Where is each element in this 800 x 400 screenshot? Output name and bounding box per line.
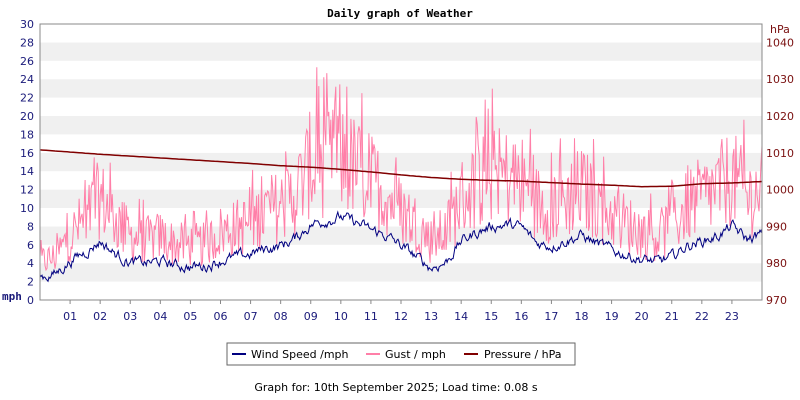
left-tick-label: 10 bbox=[20, 202, 34, 215]
x-tick-label: 20 bbox=[635, 310, 649, 323]
right-tick-label: 990 bbox=[766, 220, 787, 233]
grid-band bbox=[40, 42, 762, 61]
legend-box bbox=[226, 342, 576, 366]
grid-band bbox=[40, 134, 762, 153]
left-tick-label: 24 bbox=[20, 73, 34, 86]
left-tick-label: 16 bbox=[20, 147, 34, 160]
legend-label-pressure: Pressure / hPa bbox=[484, 348, 562, 361]
gust-line bbox=[39, 67, 763, 272]
grid-band bbox=[40, 281, 762, 300]
left-tick-label: 28 bbox=[20, 36, 34, 49]
x-tick-label: 12 bbox=[394, 310, 408, 323]
x-tick-label: 15 bbox=[484, 310, 498, 323]
x-tick-label: 04 bbox=[153, 310, 167, 323]
right-tick-label: 980 bbox=[766, 257, 787, 270]
x-tick-label: 22 bbox=[695, 310, 709, 323]
grid-band bbox=[40, 60, 762, 80]
left-tick-label: 2 bbox=[27, 276, 34, 289]
x-tick-label: 11 bbox=[364, 310, 378, 323]
x-tick-label: 02 bbox=[93, 310, 107, 323]
grid-band bbox=[40, 244, 762, 264]
right-axis-ticks: 970 980 990 1000 1010 1020 1030 1040 bbox=[766, 36, 794, 307]
x-tick-label: 10 bbox=[334, 310, 348, 323]
left-tick-label: 4 bbox=[27, 257, 34, 270]
grid-band bbox=[40, 152, 762, 172]
x-tick-label: 08 bbox=[274, 310, 288, 323]
x-tick-label: 03 bbox=[123, 310, 137, 323]
x-tick-label: 16 bbox=[514, 310, 528, 323]
left-tick-label: 22 bbox=[20, 92, 34, 105]
grid-band bbox=[40, 263, 762, 282]
wind-speed-series bbox=[39, 210, 763, 283]
x-tick-label: 23 bbox=[725, 310, 739, 323]
right-tick-label: 1000 bbox=[766, 184, 794, 197]
grid-band bbox=[40, 116, 762, 135]
right-axis-unit: hPa bbox=[770, 23, 790, 36]
right-tick-label: 1010 bbox=[766, 147, 794, 160]
left-axis-unit: mph bbox=[2, 290, 22, 303]
x-axis-ticks: 01 02 03 04 05 06 07 08 09 10 11 12 13 14 15 16 17 18 19 20… bbox=[63, 300, 739, 323]
wind-speed-line bbox=[39, 210, 763, 283]
x-tick-label: 09 bbox=[304, 310, 318, 323]
gust-series bbox=[39, 67, 763, 272]
left-tick-label: 26 bbox=[20, 55, 34, 68]
legend-label-wind: Wind Speed /mph bbox=[251, 348, 349, 361]
chart-title: Daily graph of Weather bbox=[327, 7, 473, 20]
grid-band bbox=[40, 97, 762, 116]
legend: Wind Speed /mph Gust / mph Pressure / hP… bbox=[226, 342, 576, 366]
x-tick-label: 21 bbox=[665, 310, 679, 323]
x-tick-label: 05 bbox=[183, 310, 197, 323]
x-tick-label: 17 bbox=[544, 310, 558, 323]
left-tick-label: 18 bbox=[20, 128, 34, 141]
right-tick-label: 1040 bbox=[766, 36, 794, 49]
left-tick-label: 14 bbox=[20, 165, 34, 178]
footer-text: Graph for: 10th September 2025; Load tim… bbox=[254, 381, 538, 394]
grid-band bbox=[40, 24, 762, 43]
pressure-line bbox=[39, 149, 763, 188]
left-tick-label: 12 bbox=[20, 184, 34, 197]
x-tick-label: 14 bbox=[454, 310, 468, 323]
legend-label-gust: Gust / mph bbox=[385, 348, 446, 361]
x-tick-label: 01 bbox=[63, 310, 77, 323]
x-tick-label: 13 bbox=[424, 310, 438, 323]
left-tick-label: 6 bbox=[27, 239, 34, 252]
grid-band bbox=[40, 79, 762, 98]
right-tick-label: 970 bbox=[766, 294, 787, 307]
right-tick-label: 1020 bbox=[766, 110, 794, 123]
right-tick-label: 1030 bbox=[766, 73, 794, 86]
x-tick-label: 07 bbox=[244, 310, 258, 323]
x-tick-label: 06 bbox=[214, 310, 228, 323]
left-tick-label: 30 bbox=[20, 18, 34, 31]
left-tick-label: 8 bbox=[27, 220, 34, 233]
left-tick-label: 20 bbox=[20, 110, 34, 123]
x-tick-label: 18 bbox=[575, 310, 589, 323]
pressure-series bbox=[39, 149, 763, 188]
x-tick-label: 19 bbox=[605, 310, 619, 323]
left-tick-label: 0 bbox=[27, 294, 34, 307]
